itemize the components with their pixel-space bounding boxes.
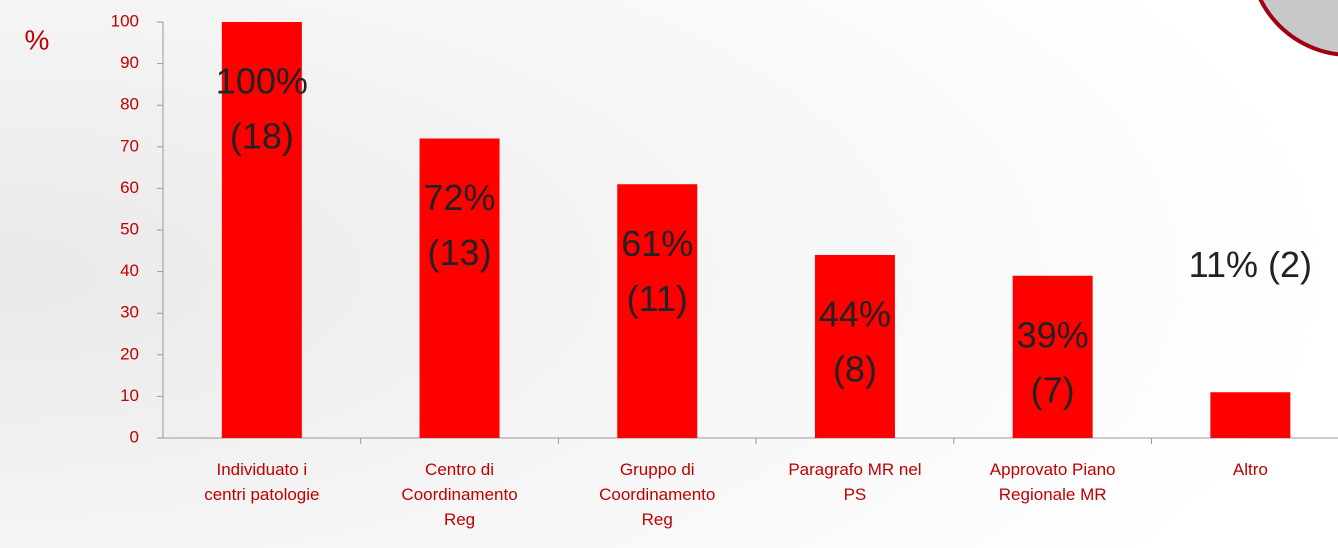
x-tick-label-line: PS xyxy=(844,485,867,504)
x-tick-label-line: centri patologie xyxy=(204,485,319,504)
x-tick-label-line: Coordinamento xyxy=(599,485,715,504)
data-label: 39% xyxy=(1017,314,1089,355)
y-tick-label: 50 xyxy=(120,219,139,238)
y-tick-label: 60 xyxy=(120,178,139,197)
y-tick-label: 30 xyxy=(120,303,139,322)
data-label: (13) xyxy=(428,232,492,273)
x-tick-label: Individuato i centri patologie xyxy=(204,460,319,504)
x-tick-label-line: Regionale MR xyxy=(999,485,1107,504)
y-tick-label: 0 xyxy=(130,427,139,446)
bar xyxy=(419,138,500,439)
x-tick-label: Centro di Coordinamento Reg xyxy=(401,460,517,529)
y-tick-label: 10 xyxy=(120,386,139,405)
data-label: 100% xyxy=(216,61,308,102)
x-tick-label-line: Reg xyxy=(444,510,475,529)
x-tick-label: Gruppo di Coordinamento Reg xyxy=(599,460,715,529)
x-tick-label-line: Gruppo di xyxy=(620,460,695,479)
x-tick-label: Paragrafo MR nel PS xyxy=(788,460,921,504)
y-tick-label: 70 xyxy=(120,136,139,155)
x-tick-label: Altro xyxy=(1233,460,1268,479)
y-tick-label: 80 xyxy=(120,95,139,114)
y-tick-label: 100 xyxy=(111,11,139,30)
bar xyxy=(221,22,302,438)
data-label: 11% (2) xyxy=(1189,244,1312,285)
data-label: (7) xyxy=(1031,369,1075,410)
y-tick-label: 20 xyxy=(120,344,139,363)
data-label: (18) xyxy=(230,116,294,157)
data-label: 44% xyxy=(819,293,891,334)
bar xyxy=(617,184,698,438)
data-label: (11) xyxy=(627,278,688,319)
x-tick-label-line: Approvato Piano xyxy=(990,460,1116,479)
x-tick-label-line: Coordinamento xyxy=(401,485,517,504)
y-tick-label: 40 xyxy=(120,261,139,280)
decoration xyxy=(1258,0,1338,57)
x-tick-label-line: Individuato i xyxy=(216,460,307,479)
x-tick-label-line: Reg xyxy=(642,510,673,529)
bar xyxy=(1012,275,1093,438)
x-tick-label-line: Centro di xyxy=(425,460,494,479)
y-tick-label: 90 xyxy=(120,53,139,72)
bar xyxy=(1210,392,1291,438)
y-axis-label: % xyxy=(25,24,50,55)
x-tick-label: Approvato Piano Regionale MR xyxy=(990,460,1116,504)
data-label: (8) xyxy=(833,348,877,389)
bar xyxy=(814,254,895,438)
x-tick-label-line: Altro xyxy=(1233,460,1268,479)
data-label: 61% xyxy=(621,223,693,264)
data-label: 72% xyxy=(424,177,496,218)
x-tick-label-line: Paragrafo MR nel xyxy=(788,460,921,479)
